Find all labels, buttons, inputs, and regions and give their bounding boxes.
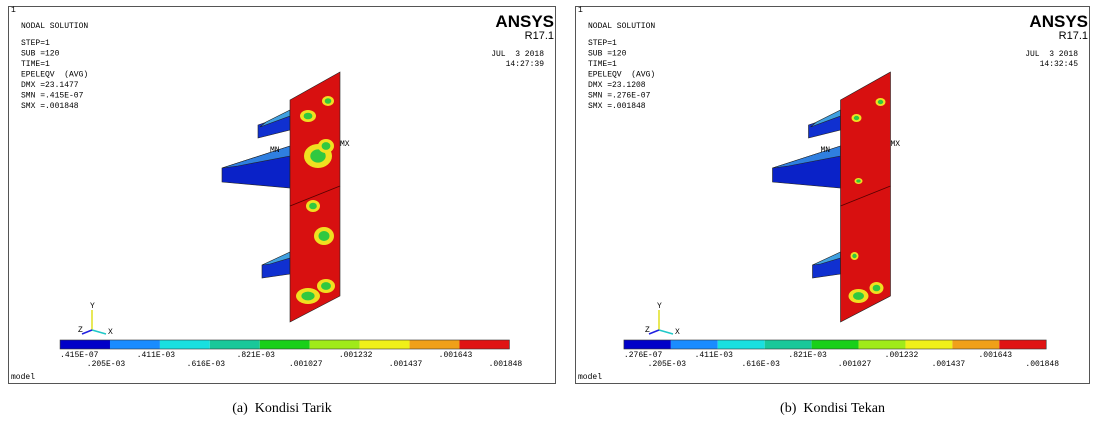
strain-zone [309, 203, 317, 210]
info-line: EPELEQV (AVG) [588, 71, 655, 80]
legend-label: .616E-03 [187, 360, 226, 369]
info-line: TIME=1 [588, 60, 617, 69]
info-line: SMX =.001848 [21, 102, 79, 111]
strain-zone [301, 292, 314, 301]
legend-swatch [765, 340, 812, 349]
info-line: SUB =120 [21, 50, 60, 59]
caption: (a) Kondisi Tarik [232, 401, 331, 416]
legend-label: .001027 [838, 360, 872, 369]
strain-zone [319, 231, 330, 241]
legend-label: .821E-03 [237, 351, 276, 360]
index-label: 1 [11, 6, 16, 15]
figure: 1NODAL SOLUTIONSTEP=1SUB =120TIME=1EPELE… [0, 0, 1095, 428]
legend-swatch [410, 340, 460, 349]
time: 14:32:45 [1040, 60, 1079, 69]
info-line: SMX =.001848 [588, 102, 646, 111]
strain-zone [321, 282, 331, 290]
info-line: SMN =.276E-07 [588, 92, 651, 101]
max-label: MX [891, 140, 901, 149]
legend-label: .001848 [1025, 360, 1059, 369]
caption: (b) Kondisi Tekan [780, 401, 885, 416]
legend-label: .411E-03 [137, 351, 176, 360]
legend-swatch [160, 340, 210, 349]
axis-label: X [108, 328, 113, 337]
legend-swatch [624, 340, 671, 349]
footer: model [11, 373, 35, 382]
version: R17.1 [525, 30, 554, 42]
panel-frame [9, 7, 556, 384]
info-line: STEP=1 [21, 39, 50, 48]
legend-label: .001232 [885, 351, 919, 360]
result-title: NODAL SOLUTION [21, 22, 88, 31]
legend-label: .001437 [932, 360, 966, 369]
info-line: EPELEQV (AVG) [21, 71, 88, 80]
legend-swatch [459, 340, 509, 349]
info-line: DMX =23.1477 [21, 81, 79, 90]
legend-label: .205E-03 [87, 360, 126, 369]
date: JUL 3 2018 [1025, 50, 1078, 59]
legend-swatch [210, 340, 260, 349]
info-line: SMN =.415E-07 [21, 92, 84, 101]
legend-label: .821E-03 [788, 351, 827, 360]
legend-label: .205E-03 [648, 360, 687, 369]
axis-label: Z [645, 326, 650, 335]
strain-zone [852, 254, 856, 258]
version: R17.1 [1059, 30, 1088, 42]
panel-frame [576, 7, 1090, 384]
legend-swatch [999, 340, 1046, 349]
strain-zone [322, 142, 331, 150]
legend-label: .276E-07 [624, 351, 663, 360]
info-line: TIME=1 [21, 60, 50, 69]
info-line: SUB =120 [588, 50, 627, 59]
legend-label: .001848 [489, 360, 523, 369]
max-label: MX [340, 140, 350, 149]
strain-zone [304, 113, 313, 120]
legend-swatch [905, 340, 952, 349]
legend-swatch [260, 340, 310, 349]
min-label: MN [270, 146, 280, 155]
legend-swatch [110, 340, 160, 349]
info-line: STEP=1 [588, 39, 617, 48]
brand: ANSYS [495, 12, 554, 31]
legend-label: .616E-03 [741, 360, 780, 369]
legend-swatch [671, 340, 718, 349]
strain-zone [878, 100, 884, 104]
time: 14:27:39 [506, 60, 545, 69]
legend-label: .411E-03 [695, 351, 734, 360]
legend-label: .415E-07 [60, 351, 99, 360]
brand: ANSYS [1029, 12, 1088, 31]
legend-label: .001232 [339, 351, 373, 360]
legend-swatch [952, 340, 999, 349]
legend-label: .001643 [978, 351, 1012, 360]
axis-label: X [675, 328, 680, 337]
legend-label: .001437 [389, 360, 423, 369]
footer: model [578, 373, 602, 382]
legend-label: .001643 [439, 351, 473, 360]
info-line: DMX =23.1208 [588, 81, 646, 90]
min-label: MN [821, 146, 831, 155]
result-title: NODAL SOLUTION [588, 22, 655, 31]
strain-zone [873, 285, 881, 292]
strain-zone [854, 116, 860, 120]
legend-swatch [360, 340, 410, 349]
strain-zone [856, 179, 860, 182]
strain-zone [853, 292, 864, 300]
axis-label: Y [90, 302, 95, 311]
axis-label: Y [657, 302, 662, 311]
legend-swatch [859, 340, 906, 349]
date: JUL 3 2018 [491, 50, 544, 59]
legend-swatch [310, 340, 360, 349]
plate [841, 72, 891, 322]
legend-swatch [812, 340, 859, 349]
strain-zone [325, 98, 332, 104]
legend-label: .001027 [289, 360, 323, 369]
legend-swatch [60, 340, 110, 349]
legend-swatch [718, 340, 765, 349]
axis-label: Z [78, 326, 83, 335]
index-label: 1 [578, 6, 583, 15]
